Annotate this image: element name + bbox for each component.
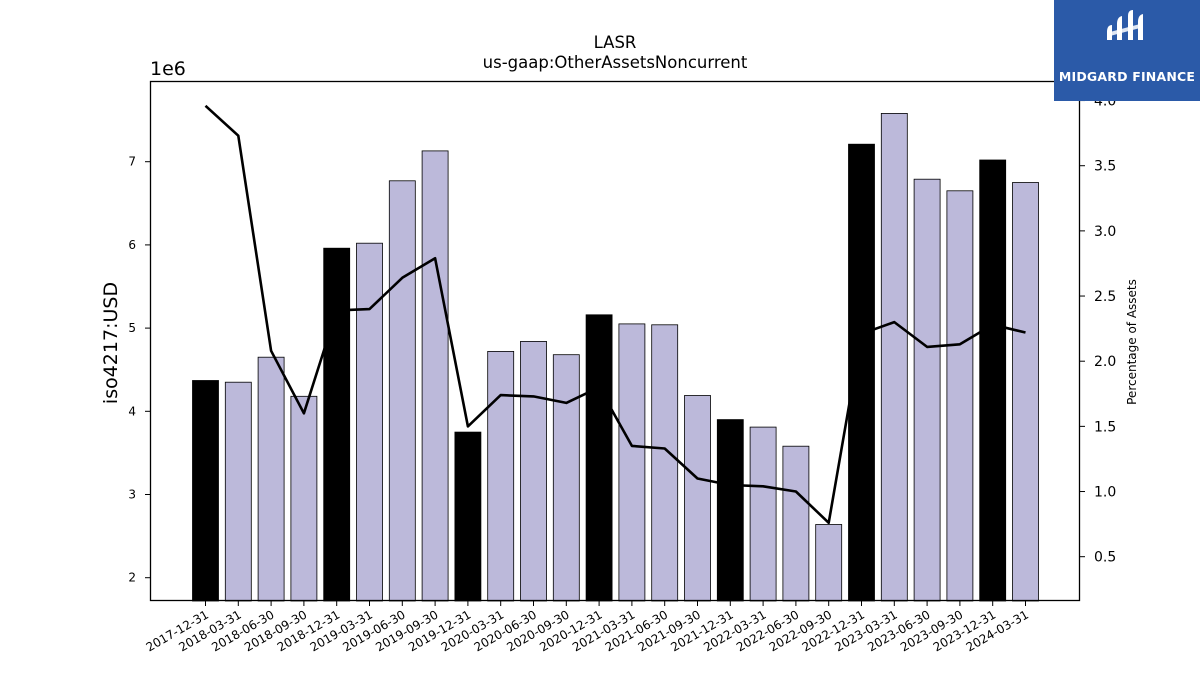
bar-2021-09-30 [684, 395, 711, 602]
chart-subtitle: us-gaap:OtherAssetsNoncurrent [483, 53, 748, 72]
logo-text: MIDGARD FINANCE [1058, 69, 1196, 84]
bar-2018-09-30 [290, 395, 318, 602]
y-axis-label: iso4217:USD [100, 282, 122, 404]
bar-2022-06-30 [782, 445, 810, 602]
logo-mark-icon [1107, 10, 1143, 40]
midgard-finance-logo: MIDGARD FINANCE [1054, 0, 1200, 101]
y-tick-label: 5 [128, 321, 136, 335]
bar-2023-09-30 [946, 190, 974, 602]
y2-axis-ticks: 0.51.01.52.02.53.03.54.0 [1080, 94, 1116, 566]
bar-2021-12-31 [716, 419, 744, 602]
y2-tick-label: 3.0 [1094, 224, 1116, 240]
y-axis-ticks: 2 3 4 5 6 7 [128, 155, 150, 585]
bar-series [192, 113, 1039, 602]
bar-2020-09-30 [552, 354, 580, 602]
bar-2021-06-30 [651, 324, 679, 602]
bar-2024-03-31 [1012, 182, 1039, 602]
bar-2019-09-30 [421, 150, 449, 602]
percentage-of-assets-line [204, 104, 1026, 525]
bar-2021-03-31 [618, 323, 646, 602]
y-tick-label: 7 [128, 155, 136, 169]
bar-2019-03-31 [356, 242, 383, 602]
y-tick-label: 2 [128, 571, 136, 585]
y-tick-label: 6 [128, 238, 136, 252]
y2-tick-label: 1.5 [1094, 419, 1116, 435]
bar-2018-06-30 [257, 356, 285, 602]
y2-tick-label: 2.0 [1094, 354, 1116, 370]
bar-2020-03-31 [487, 350, 515, 602]
y-tick-label: 3 [128, 488, 136, 502]
y2-tick-label: 3.5 [1094, 159, 1116, 175]
y-tick-label: 4 [128, 404, 136, 418]
bar-2023-06-30 [913, 178, 941, 602]
bar-2022-03-31 [749, 426, 777, 602]
y2-axis-label: Percentage of Assets [1125, 279, 1139, 405]
bar-2020-12-31 [585, 314, 613, 602]
y2-tick-label: 2.5 [1094, 289, 1116, 305]
y-offset-label: 1e6 [150, 58, 186, 80]
y2-tick-label: 1.0 [1094, 485, 1116, 501]
plot-frame [149, 80, 1081, 602]
bar-2023-03-31 [880, 113, 908, 602]
bar-2020-06-30 [520, 340, 547, 602]
bar-2018-12-31 [323, 247, 351, 602]
line-series [204, 104, 1026, 525]
chart-title: LASR [594, 33, 637, 52]
bar-2019-06-30 [388, 180, 416, 602]
bar-2022-09-30 [815, 524, 843, 602]
y2-tick-label: 0.5 [1094, 550, 1116, 566]
bar-2018-03-31 [224, 381, 252, 602]
x-axis-ticks: 2017-12-312018-03-312018-06-302018-09-30… [144, 601, 1031, 654]
bar-2022-12-31 [848, 143, 875, 602]
bar-2023-12-31 [979, 159, 1007, 602]
bar-2017-12-31 [192, 380, 219, 602]
bar-2019-12-31 [454, 431, 482, 602]
